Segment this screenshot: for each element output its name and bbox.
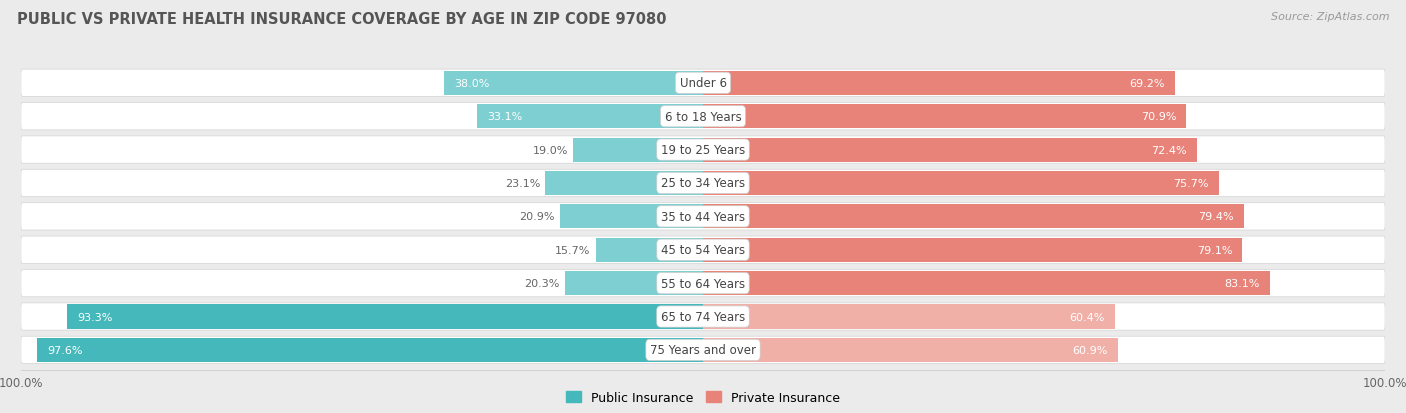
Text: 19.0%: 19.0% (533, 145, 568, 155)
Bar (596, 238, 703, 262)
FancyBboxPatch shape (21, 137, 1385, 164)
Text: Under 6: Under 6 (679, 77, 727, 90)
FancyBboxPatch shape (21, 170, 1385, 197)
Text: 38.0%: 38.0% (454, 78, 489, 88)
Text: 25 to 34 Years: 25 to 34 Years (661, 177, 745, 190)
Text: 79.4%: 79.4% (1198, 212, 1234, 222)
FancyBboxPatch shape (21, 103, 1385, 131)
Text: 69.2%: 69.2% (1129, 78, 1164, 88)
FancyBboxPatch shape (21, 70, 1385, 97)
Text: 33.1%: 33.1% (488, 112, 523, 122)
FancyBboxPatch shape (21, 270, 1385, 297)
Text: 6 to 18 Years: 6 to 18 Years (665, 110, 741, 123)
Bar (38, 338, 703, 362)
Text: 93.3%: 93.3% (77, 312, 112, 322)
Text: 35 to 44 Years: 35 to 44 Years (661, 210, 745, 223)
Bar (703, 171, 1219, 195)
Text: 20.3%: 20.3% (524, 278, 560, 288)
Bar (703, 71, 1175, 95)
FancyBboxPatch shape (21, 303, 1385, 330)
Bar (703, 105, 1187, 129)
Text: 79.1%: 79.1% (1197, 245, 1232, 255)
Text: 60.9%: 60.9% (1073, 345, 1108, 355)
Text: 45 to 54 Years: 45 to 54 Years (661, 244, 745, 256)
Text: 75 Years and over: 75 Years and over (650, 344, 756, 356)
Bar (703, 138, 1197, 162)
Text: 55 to 64 Years: 55 to 64 Years (661, 277, 745, 290)
Bar (477, 105, 703, 129)
Text: 97.6%: 97.6% (48, 345, 83, 355)
Legend: Public Insurance, Private Insurance: Public Insurance, Private Insurance (561, 386, 845, 409)
Text: 83.1%: 83.1% (1225, 278, 1260, 288)
Bar (546, 171, 703, 195)
Text: 75.7%: 75.7% (1174, 178, 1209, 188)
Bar (703, 238, 1243, 262)
FancyBboxPatch shape (21, 203, 1385, 230)
Text: 19 to 25 Years: 19 to 25 Years (661, 144, 745, 157)
FancyBboxPatch shape (21, 237, 1385, 264)
Text: 60.4%: 60.4% (1070, 312, 1105, 322)
Bar (703, 205, 1244, 229)
Bar (66, 305, 703, 329)
Text: PUBLIC VS PRIVATE HEALTH INSURANCE COVERAGE BY AGE IN ZIP CODE 97080: PUBLIC VS PRIVATE HEALTH INSURANCE COVER… (17, 12, 666, 27)
Bar (703, 305, 1115, 329)
Text: 70.9%: 70.9% (1140, 112, 1177, 122)
Text: 20.9%: 20.9% (520, 212, 555, 222)
Text: 23.1%: 23.1% (505, 178, 540, 188)
Text: 65 to 74 Years: 65 to 74 Years (661, 310, 745, 323)
Bar (565, 271, 703, 295)
Bar (561, 205, 703, 229)
Bar (444, 71, 703, 95)
Bar (574, 138, 703, 162)
Bar (703, 271, 1270, 295)
Bar (703, 338, 1118, 362)
Text: 15.7%: 15.7% (555, 245, 591, 255)
Text: 72.4%: 72.4% (1152, 145, 1187, 155)
FancyBboxPatch shape (21, 337, 1385, 364)
Text: Source: ZipAtlas.com: Source: ZipAtlas.com (1271, 12, 1389, 22)
